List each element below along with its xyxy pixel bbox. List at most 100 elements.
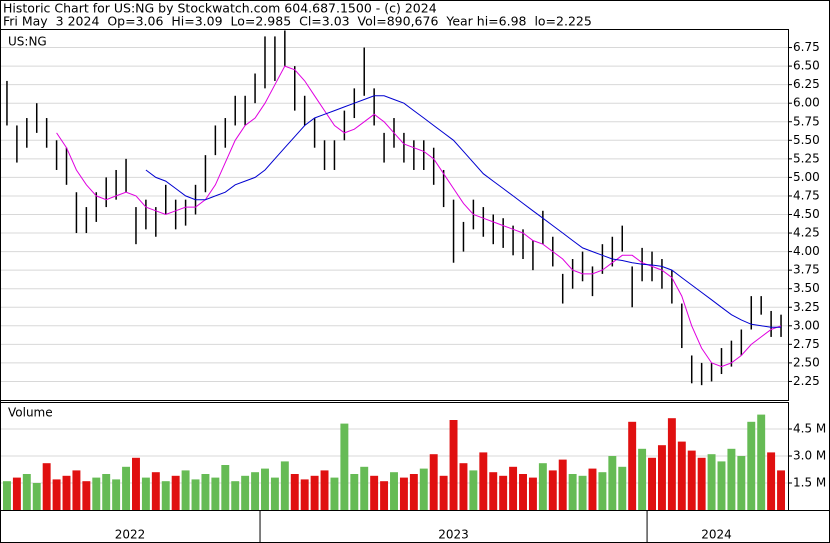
year-label: 2023 [438,528,469,542]
y-tick-label: 4.5 M [793,422,826,436]
volume-bar [717,461,726,510]
chart-subtitle: Fri May 3 2024 Op=3.06 Hi=3.09 Lo=2.985 … [3,14,592,29]
y-tick-label: 3.50 [793,281,820,295]
volume-bar [141,477,150,510]
volume-bar [270,477,279,510]
y-tick-label: 6.00 [793,96,820,110]
volume-bar [191,479,200,510]
volume-bar [568,474,577,510]
volume-bar [171,475,180,510]
volume-bar [330,477,339,510]
volume-bar [727,448,736,510]
y-tick-label: 5.00 [793,170,820,184]
y-tick-label: 1.5 M [793,476,826,490]
volume-bar [519,474,527,510]
volume-bar [72,470,81,510]
volume-bar [241,475,250,510]
y-tick-label: 3.25 [793,300,820,314]
volume-bar [538,463,547,510]
volume-bar [320,470,329,510]
volume-bar [132,457,140,510]
volume-bar [509,466,518,510]
volume-bar [469,470,478,510]
volume-bar [280,461,289,510]
y-tick-label: 5.50 [793,133,820,147]
y-tick-label: 2.25 [793,374,820,388]
volume-bar [42,463,51,510]
volume-bar [558,459,567,510]
volume-bar [360,466,369,510]
volume-bar [12,477,21,510]
volume-bar [390,472,398,510]
volume-bar [697,457,706,510]
y-tick-label: 4.50 [793,207,820,221]
volume-bar [528,477,537,510]
volume-bar [380,481,389,510]
volume-bar [231,481,240,510]
volume-bar [340,423,349,510]
volume-bar [300,479,309,510]
volume-bar [578,475,587,510]
volume-bar [618,466,627,510]
y-tick-label: 2.75 [793,337,820,351]
volume-bar [687,450,696,510]
volume-bar [757,414,766,510]
volume-bar [221,465,230,510]
volume-bar [151,472,160,510]
volume-bar [657,445,666,510]
volume-bar [32,483,41,510]
volume-bar [92,477,101,510]
volume-bar [211,477,220,510]
y-tick-label: 3.0 M [793,449,826,463]
volume-bar [608,456,617,510]
volume-bar [767,452,776,510]
volume-bar [2,481,11,510]
y-tick-label: 6.75 [793,40,820,54]
volume-bar [201,474,210,510]
volume-bar [181,470,190,510]
volume-bar [409,474,418,510]
volume-bar [370,475,379,510]
y-tick-label: 6.25 [793,77,820,91]
volume-bar [419,468,428,510]
y-tick-label: 4.75 [793,188,820,202]
volume-bar [449,420,458,510]
volume-bar [112,479,121,510]
chart-title: Historic Chart for US:NG by Stockwatch.c… [3,1,437,16]
y-tick-label: 2.50 [793,355,820,369]
volume-bar [290,474,299,510]
volume-bar [737,456,746,510]
volume-bar [677,441,686,510]
volume-bar [122,466,131,510]
volume-bar [62,475,71,510]
volume-bar [747,421,756,510]
volume-bar [489,472,498,510]
volume-bar [648,457,656,510]
volume-bar [638,448,647,510]
volume-bar [350,474,359,510]
volume-bar [628,421,637,510]
volume-bar [459,463,468,510]
volume-bar [161,481,170,510]
volume-bar [102,474,111,510]
moving-average-line [56,65,782,368]
volume-bar [399,477,408,510]
symbol-label: US:NG [8,35,47,49]
volume-bar [777,470,786,510]
volume-bar [598,472,607,510]
volume-bar [52,479,61,510]
volume-bar [429,454,438,510]
year-label: 2024 [701,528,732,542]
volume-bar [261,468,269,510]
year-label: 2022 [115,528,146,542]
volume-bar [499,475,508,510]
volume-bar [667,418,676,510]
moving-average-line [145,95,781,328]
volume-label: Volume [8,406,53,420]
volume-bar [22,474,31,510]
y-tick-label: 5.75 [793,114,820,128]
volume-bar [707,454,716,510]
volume-bar [82,481,91,510]
y-tick-label: 3.00 [793,318,820,332]
